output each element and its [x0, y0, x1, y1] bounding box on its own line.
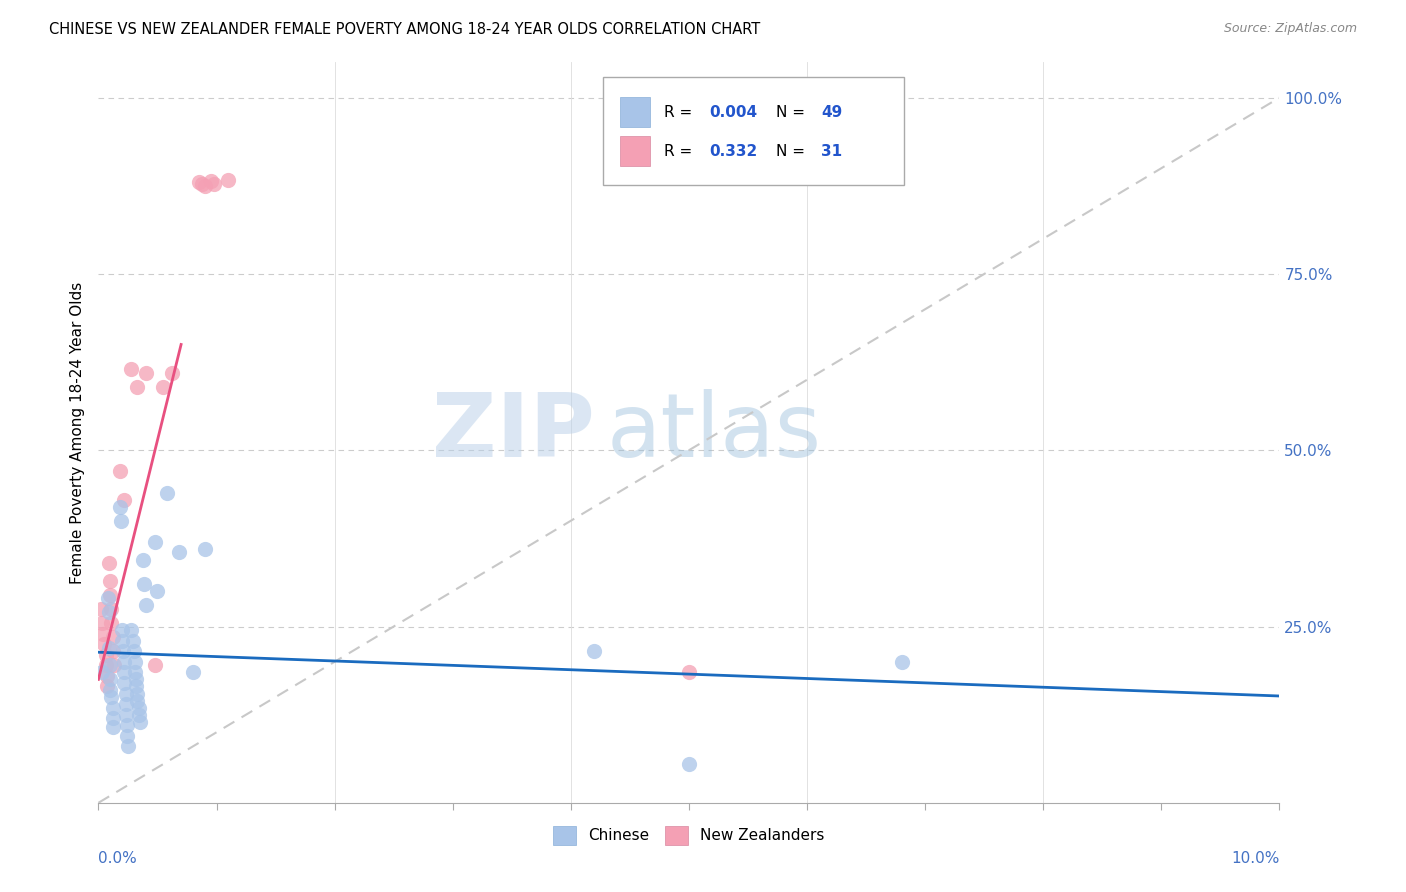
- Point: [128, 707, 150, 722]
- Point: [143, 658, 166, 673]
- Point: [101, 700, 124, 714]
- Text: CHINESE VS NEW ZEALANDER FEMALE POVERTY AMONG 18-24 YEAR OLDS CORRELATION CHART: CHINESE VS NEW ZEALANDER FEMALE POVERTY …: [49, 22, 761, 37]
- Point: [143, 535, 166, 549]
- Y-axis label: Female Poverty Among 18-24 Year Olds: Female Poverty Among 18-24 Year Olds: [69, 282, 84, 583]
- Point: [167, 545, 190, 559]
- Point: [111, 633, 134, 648]
- Point: [128, 700, 150, 714]
- Point: [127, 686, 149, 700]
- Point: [91, 665, 114, 680]
- Point: [91, 626, 114, 640]
- Text: 31: 31: [821, 144, 842, 159]
- Point: [124, 665, 146, 680]
- Point: [146, 584, 169, 599]
- Point: [98, 588, 121, 602]
- Point: [117, 739, 139, 754]
- Text: 0.0%: 0.0%: [98, 851, 138, 866]
- Text: 0.004: 0.004: [709, 104, 758, 120]
- Point: [127, 693, 149, 707]
- FancyBboxPatch shape: [603, 78, 904, 185]
- Point: [101, 711, 124, 725]
- Legend: Chinese, New Zealanders: Chinese, New Zealanders: [547, 820, 831, 851]
- Point: [122, 644, 145, 658]
- Text: atlas: atlas: [606, 389, 821, 476]
- Point: [121, 633, 143, 648]
- Point: [114, 697, 136, 711]
- Text: N =: N =: [776, 104, 810, 120]
- Point: [125, 673, 148, 687]
- Text: ZIP: ZIP: [432, 389, 595, 476]
- Text: N =: N =: [776, 144, 810, 159]
- Point: [121, 623, 143, 637]
- Point: [125, 680, 148, 694]
- Point: [103, 658, 125, 673]
- Point: [101, 644, 124, 658]
- Point: [111, 623, 134, 637]
- Point: [93, 637, 115, 651]
- Point: [98, 683, 121, 698]
- Point: [678, 665, 700, 680]
- Bar: [620, 97, 650, 127]
- Text: R =: R =: [664, 104, 697, 120]
- Text: R =: R =: [664, 144, 697, 159]
- Point: [134, 577, 156, 591]
- Point: [114, 686, 136, 700]
- Point: [112, 492, 135, 507]
- Point: [100, 615, 122, 630]
- Point: [98, 640, 121, 655]
- Point: [152, 380, 174, 394]
- Point: [160, 366, 183, 380]
- Point: [108, 500, 131, 514]
- Point: [128, 714, 150, 729]
- Text: 49: 49: [821, 104, 842, 120]
- Point: [132, 552, 155, 566]
- Point: [890, 655, 912, 669]
- Text: Source: ZipAtlas.com: Source: ZipAtlas.com: [1223, 22, 1357, 36]
- Point: [127, 380, 149, 394]
- Point: [98, 556, 121, 570]
- Point: [194, 178, 217, 193]
- Point: [112, 665, 135, 680]
- Point: [97, 591, 120, 606]
- Point: [94, 648, 117, 662]
- Point: [187, 175, 209, 189]
- Point: [101, 720, 124, 734]
- Point: [135, 599, 157, 613]
- Point: [101, 630, 124, 644]
- Point: [217, 173, 239, 187]
- Point: [98, 574, 121, 588]
- Point: [98, 658, 121, 673]
- Text: 10.0%: 10.0%: [1232, 851, 1279, 866]
- Point: [108, 464, 131, 478]
- Point: [114, 707, 136, 722]
- Bar: [620, 136, 650, 166]
- Point: [115, 718, 138, 732]
- Point: [200, 174, 222, 188]
- Point: [100, 690, 122, 704]
- Point: [156, 485, 179, 500]
- Point: [194, 541, 217, 556]
- Point: [202, 177, 225, 191]
- Point: [112, 655, 135, 669]
- Text: 0.332: 0.332: [709, 144, 758, 159]
- Point: [110, 514, 132, 528]
- Point: [100, 602, 122, 616]
- Point: [112, 676, 135, 690]
- Point: [124, 655, 146, 669]
- Point: [90, 602, 112, 616]
- Point: [135, 366, 157, 380]
- Point: [121, 362, 143, 376]
- Point: [181, 665, 204, 680]
- Point: [94, 658, 117, 673]
- Point: [96, 669, 118, 683]
- Point: [98, 673, 121, 687]
- Point: [678, 757, 700, 772]
- Point: [112, 644, 135, 658]
- Point: [191, 177, 214, 191]
- Point: [96, 680, 118, 694]
- Point: [91, 615, 114, 630]
- Point: [115, 729, 138, 743]
- Point: [98, 606, 121, 620]
- Point: [583, 644, 606, 658]
